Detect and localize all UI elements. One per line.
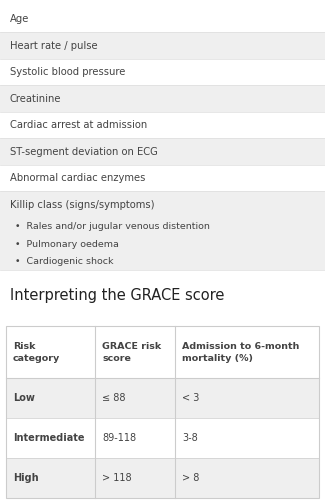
Bar: [6, 378, 319, 418]
Bar: [0, 32, 325, 59]
Bar: [6, 458, 319, 498]
Text: Age: Age: [10, 14, 29, 24]
Text: Risk
category: Risk category: [13, 342, 60, 362]
Bar: [0, 59, 325, 86]
Text: Systolic blood pressure: Systolic blood pressure: [10, 67, 125, 77]
Text: < 3: < 3: [182, 394, 200, 404]
Bar: [0, 165, 325, 192]
Bar: [0, 86, 325, 112]
Text: Admission to 6-month
mortality (%): Admission to 6-month mortality (%): [182, 342, 299, 362]
Bar: [6, 326, 319, 498]
Text: 3-8: 3-8: [182, 434, 198, 444]
Text: Cardiac arrest at admission: Cardiac arrest at admission: [10, 120, 147, 130]
Text: •  Pulmonary oedema: • Pulmonary oedema: [15, 240, 119, 248]
Text: ≤ 88: ≤ 88: [102, 394, 126, 404]
Text: Killip class (signs/symptoms): Killip class (signs/symptoms): [10, 200, 154, 209]
Text: Creatinine: Creatinine: [10, 94, 61, 104]
Text: Interpreting the GRACE score: Interpreting the GRACE score: [10, 288, 224, 304]
Text: •  Rales and/or jugular venous distention: • Rales and/or jugular venous distention: [15, 222, 210, 231]
Bar: [6, 418, 319, 459]
Bar: [6, 326, 319, 378]
Text: ST-segment deviation on ECG: ST-segment deviation on ECG: [10, 146, 158, 156]
Text: Intermediate: Intermediate: [13, 434, 84, 444]
Text: Low: Low: [13, 394, 35, 404]
Text: Heart rate / pulse: Heart rate / pulse: [10, 40, 98, 50]
Bar: [0, 112, 325, 138]
Text: 89-118: 89-118: [102, 434, 136, 444]
Text: High: High: [13, 474, 39, 484]
Text: > 8: > 8: [182, 474, 200, 484]
Text: •  Cardiogenic shock: • Cardiogenic shock: [15, 257, 113, 266]
Bar: [0, 6, 325, 32]
Text: GRACE risk
score: GRACE risk score: [102, 342, 162, 362]
Text: Abnormal cardiac enzymes: Abnormal cardiac enzymes: [10, 173, 145, 183]
Bar: [0, 138, 325, 165]
Text: > 118: > 118: [102, 474, 132, 484]
Bar: [0, 192, 325, 270]
